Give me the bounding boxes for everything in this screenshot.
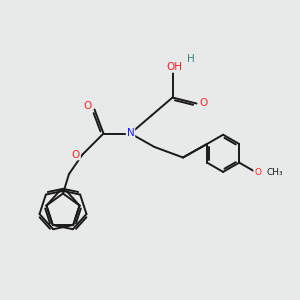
Text: CH₃: CH₃: [266, 167, 283, 176]
Text: N: N: [127, 128, 134, 139]
Text: O: O: [72, 149, 80, 160]
Text: O: O: [199, 98, 207, 109]
Text: H: H: [187, 54, 194, 64]
Text: O: O: [254, 167, 261, 176]
Text: O: O: [84, 101, 92, 111]
Text: OH: OH: [166, 62, 182, 72]
